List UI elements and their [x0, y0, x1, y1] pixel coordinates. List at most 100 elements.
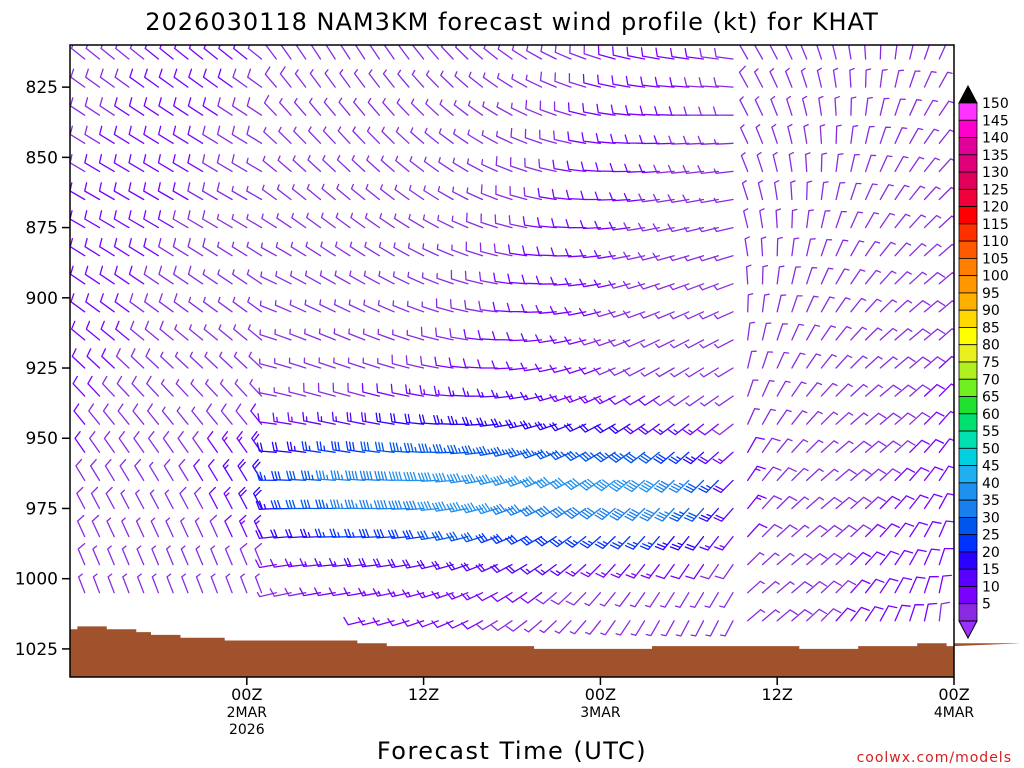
wind-barb — [747, 350, 757, 369]
wind-barb — [894, 328, 913, 341]
wind-barb — [847, 45, 852, 60]
wind-barb — [271, 441, 292, 453]
wind-barb — [684, 367, 705, 378]
wind-barb — [166, 573, 174, 594]
colorbar-label: 35 — [982, 493, 1000, 509]
colorbar-label: 55 — [982, 424, 1000, 440]
wind-barb — [490, 533, 513, 545]
wind-barb — [325, 45, 336, 60]
wind-barb — [373, 499, 395, 510]
wind-barb — [776, 409, 792, 425]
wind-barb — [151, 573, 160, 594]
y-tick-label: 1000 — [15, 570, 58, 590]
wind-barb — [475, 592, 498, 602]
colorbar-swatch — [958, 119, 978, 138]
y-tick-label: 975 — [26, 499, 58, 519]
wind-barb — [894, 69, 905, 88]
wind-barb — [879, 212, 895, 229]
wind-barb — [300, 499, 322, 510]
wind-barb — [147, 431, 160, 453]
colorbar-swatch — [958, 396, 978, 415]
wind-barb — [923, 438, 945, 453]
wind-barb — [539, 100, 557, 116]
wind-barb — [409, 156, 425, 173]
wind-barb — [261, 184, 277, 201]
wind-barb — [178, 458, 189, 482]
wind-barb — [461, 416, 484, 426]
wind-barb — [216, 241, 233, 257]
x-tick-label: 00Z — [231, 685, 262, 704]
wind-barb — [923, 356, 946, 369]
wind-barb — [698, 283, 719, 291]
wind-barb — [117, 403, 130, 425]
wind-barb — [274, 299, 292, 313]
wind-barb — [367, 97, 381, 116]
wind-barb — [909, 99, 922, 116]
colorbar-label: 70 — [982, 372, 1000, 388]
wind-barb — [329, 499, 351, 510]
wind-barb — [879, 523, 900, 538]
wind-barb — [850, 125, 859, 144]
wind-barb — [432, 444, 454, 454]
wind-barb — [622, 280, 646, 290]
wind-barb — [579, 478, 602, 491]
wind-barb — [465, 212, 484, 229]
wind-barb — [806, 553, 828, 566]
wind-barb — [234, 379, 248, 397]
wind-barb — [252, 486, 263, 510]
wind-barb — [660, 620, 675, 637]
colorbar-swatch — [958, 137, 978, 156]
wind-barb — [131, 375, 145, 397]
wind-barb — [262, 155, 277, 173]
wind-barb — [761, 293, 770, 313]
wind-barb — [295, 45, 307, 60]
colorbar-label: 125 — [982, 182, 1009, 198]
wind-barb — [909, 412, 931, 425]
wind-barb — [820, 608, 842, 622]
wind-barb — [349, 270, 366, 285]
wind-barb — [258, 387, 277, 397]
colorbar-label: 15 — [982, 562, 1000, 578]
wind-barb — [303, 382, 322, 397]
wind-barb — [998, 381, 1014, 396]
wind-barb — [129, 68, 145, 88]
wind-barb — [534, 421, 557, 431]
wind-barb — [835, 210, 847, 229]
wind-barb — [339, 69, 351, 88]
wind-barb — [157, 210, 174, 229]
wind-barb — [157, 154, 174, 173]
wind-barb — [835, 354, 853, 369]
wind-barb — [357, 617, 381, 626]
wind-barb — [806, 580, 828, 594]
wind-barb — [438, 128, 454, 144]
wind-barb — [189, 351, 204, 369]
wind-barb — [187, 265, 204, 285]
wind-barb — [938, 601, 951, 622]
wind-barb — [894, 184, 910, 201]
wind-barb — [791, 410, 808, 425]
wind-barb — [1013, 435, 1024, 452]
wind-barb — [776, 351, 790, 369]
wind-barb — [494, 214, 513, 229]
wind-barb — [84, 265, 101, 285]
wind-barb — [495, 156, 513, 173]
wind-barb — [490, 503, 513, 515]
wind-barb — [72, 375, 86, 397]
wind-barb — [161, 406, 174, 425]
wind-barb — [361, 382, 381, 397]
wind-barb — [246, 241, 263, 257]
wind-barb — [246, 213, 263, 229]
wind-barb — [579, 535, 602, 549]
wind-barb — [608, 367, 631, 376]
wind-barb — [923, 271, 946, 285]
wind-barb — [272, 412, 292, 425]
wind-barb — [864, 68, 872, 88]
wind-barb — [423, 185, 439, 201]
wind-barb — [775, 208, 782, 229]
wind-barb — [264, 66, 277, 88]
wind-barb — [938, 465, 954, 482]
wind-barb — [376, 383, 395, 397]
wind-barb — [1013, 216, 1024, 228]
